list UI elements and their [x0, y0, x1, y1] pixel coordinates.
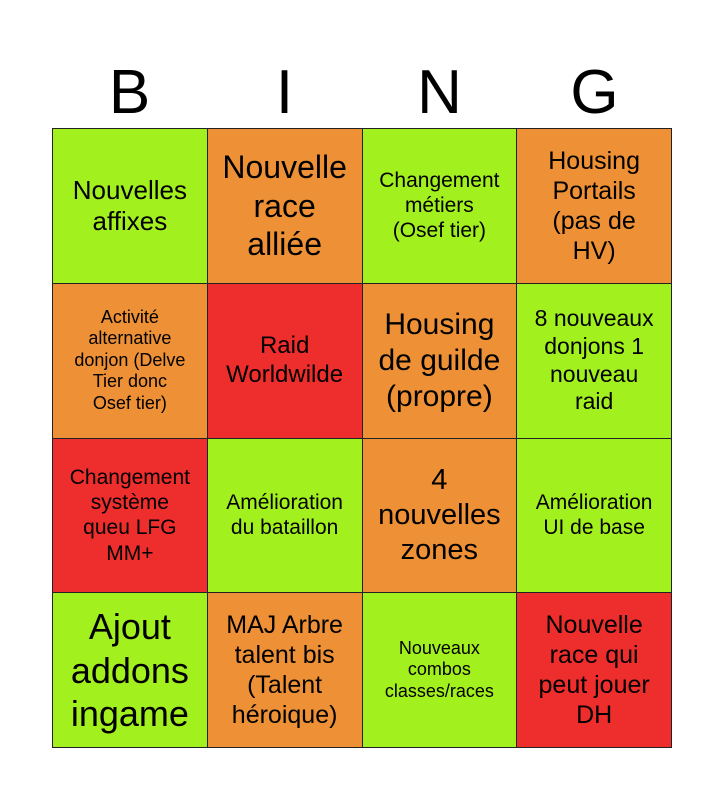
- cell-text-line: (Osef tier): [392, 219, 487, 243]
- cell-text-line: ingame: [70, 692, 189, 734]
- cell-text-line: Changement: [69, 465, 190, 489]
- cell-text-line: talent bis: [234, 641, 335, 670]
- cell-text-line: donjon (Delve: [74, 349, 186, 370]
- bingo-cell[interactable]: Ajout addons ingame: [53, 593, 207, 747]
- cell-text-line: 8 nouveaux: [534, 305, 654, 332]
- cell-text-line: peut jouer: [538, 671, 650, 700]
- bingo-cell[interactable]: Nouvelle race alliée: [207, 129, 362, 283]
- cell-text-line: Portails: [552, 176, 636, 205]
- bingo-cell[interactable]: Amélioration du bataillon: [207, 438, 362, 593]
- bingo-grid: Nouvelles affixes Nouvelle race alliée Change…: [52, 128, 672, 748]
- cell-text-line: UI de base: [543, 516, 645, 540]
- bingo-cell[interactable]: MAJ Arbre talent bis (Talent héroique): [207, 593, 362, 747]
- cell-text-line: queu LFG: [83, 516, 177, 540]
- cell-text-line: classes/races: [384, 680, 494, 701]
- cell-text-line: Raid: [259, 331, 310, 359]
- cell-text-line: raid: [574, 388, 614, 415]
- bingo-cell[interactable]: Housing Portails (pas de HV): [517, 129, 671, 283]
- cell-text-line: système: [90, 491, 169, 515]
- cell-text-line: Amélioration: [226, 491, 343, 515]
- cell-text-line: Worldwilde: [226, 360, 344, 388]
- bingo-cell[interactable]: 8 nouveaux donjons 1 nouveau raid: [517, 283, 671, 438]
- cell-text-line: alternative: [88, 328, 172, 349]
- cell-text-line: DH: [576, 701, 613, 730]
- header-letter: G: [570, 58, 619, 127]
- cell-text-line: Tier donc: [92, 371, 168, 392]
- cell-text-line: héroique): [231, 701, 338, 730]
- cell-text-line: Ajout: [88, 606, 171, 648]
- header-letter: I: [275, 58, 294, 127]
- bingo-cell[interactable]: Raid Worldwilde: [207, 283, 362, 438]
- cell-text-line: Osef tier): [92, 393, 167, 414]
- cell-text-line: race: [253, 187, 316, 224]
- cell-text-line: affixes: [92, 205, 168, 236]
- cell-text-line: Amélioration: [535, 491, 653, 515]
- cell-text-line: Nouvelle: [222, 149, 347, 186]
- cell-text-line: Housing: [384, 307, 495, 341]
- cell-text-line: MAJ Arbre: [226, 611, 343, 640]
- bingo-cell[interactable]: Changement système queu LFG MM+: [53, 438, 207, 593]
- cell-text-line: (pas de: [552, 206, 636, 235]
- cell-text-line: MM+: [106, 541, 154, 565]
- cell-text-line: zones: [400, 533, 479, 566]
- bingo-cell[interactable]: Activité alternative donjon (Delve Tier don…: [53, 283, 207, 438]
- cell-text-line: nouvelles: [378, 498, 501, 531]
- bingo-cell[interactable]: Housing de guilde (propre): [362, 283, 517, 438]
- cell-text-line: de guilde: [378, 343, 501, 377]
- header-letter: B: [108, 58, 151, 127]
- cell-text-line: Housing: [548, 146, 640, 175]
- cell-text-line: nouveau: [550, 360, 639, 387]
- cell-text-line: (propre): [386, 379, 493, 413]
- cell-text-line: Nouvelles: [72, 174, 187, 205]
- cell-text-line: donjons 1: [544, 333, 644, 360]
- cell-text-line: Nouveaux: [398, 637, 480, 658]
- cell-text-line: métiers: [404, 194, 474, 218]
- bingo-cell[interactable]: Changement métiers (Osef tier): [362, 129, 517, 283]
- cell-text-line: Nouvelle: [545, 611, 643, 640]
- cell-text-line: du bataillon: [230, 516, 339, 540]
- cell-text-line: HV): [572, 236, 616, 265]
- bingo-cell[interactable]: Nouveaux combos classes/races: [362, 593, 517, 747]
- cell-text-line: race qui: [549, 641, 639, 670]
- cell-text-line: 4: [431, 464, 448, 497]
- cell-text-line: addons: [70, 649, 189, 691]
- cell-text-line: (Talent: [247, 671, 323, 700]
- bingo-cell[interactable]: Nouvelle race qui peut jouer DH: [517, 593, 671, 747]
- bingo-cell[interactable]: Nouvelles affixes: [53, 129, 207, 283]
- cell-text-line: Changement: [379, 169, 500, 193]
- bingo-cell[interactable]: Amélioration UI de base: [517, 438, 671, 593]
- bingo-cell[interactable]: 4 nouvelles zones: [362, 438, 517, 593]
- cell-text-line: combos: [407, 659, 471, 680]
- bingo-header: B I N G: [52, 58, 672, 128]
- cell-text-line: alliée: [247, 226, 322, 263]
- header-letter: N: [417, 58, 462, 127]
- cell-text-line: Activité: [100, 306, 159, 327]
